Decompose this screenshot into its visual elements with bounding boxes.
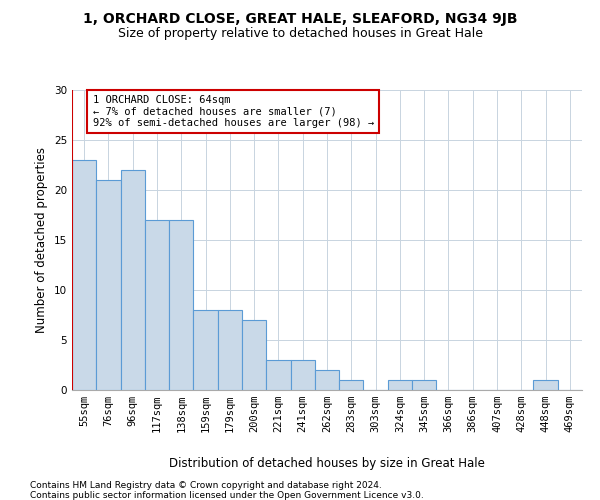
Bar — [145, 220, 169, 390]
Text: 1 ORCHARD CLOSE: 64sqm
← 7% of detached houses are smaller (7)
92% of semi-detac: 1 ORCHARD CLOSE: 64sqm ← 7% of detached … — [92, 95, 374, 128]
Y-axis label: Number of detached properties: Number of detached properties — [35, 147, 49, 333]
Bar — [266, 360, 290, 390]
Bar — [533, 380, 558, 390]
Bar — [290, 360, 315, 390]
Bar — [388, 380, 412, 390]
Bar — [169, 220, 193, 390]
Bar — [96, 180, 121, 390]
Bar — [339, 380, 364, 390]
Bar — [218, 310, 242, 390]
Bar — [193, 310, 218, 390]
Bar — [412, 380, 436, 390]
Text: Contains public sector information licensed under the Open Government Licence v3: Contains public sector information licen… — [30, 491, 424, 500]
Bar — [242, 320, 266, 390]
Text: Contains HM Land Registry data © Crown copyright and database right 2024.: Contains HM Land Registry data © Crown c… — [30, 481, 382, 490]
Text: 1, ORCHARD CLOSE, GREAT HALE, SLEAFORD, NG34 9JB: 1, ORCHARD CLOSE, GREAT HALE, SLEAFORD, … — [83, 12, 517, 26]
Text: Size of property relative to detached houses in Great Hale: Size of property relative to detached ho… — [118, 28, 482, 40]
Text: Distribution of detached houses by size in Great Hale: Distribution of detached houses by size … — [169, 458, 485, 470]
Bar — [72, 160, 96, 390]
Bar — [121, 170, 145, 390]
Bar — [315, 370, 339, 390]
